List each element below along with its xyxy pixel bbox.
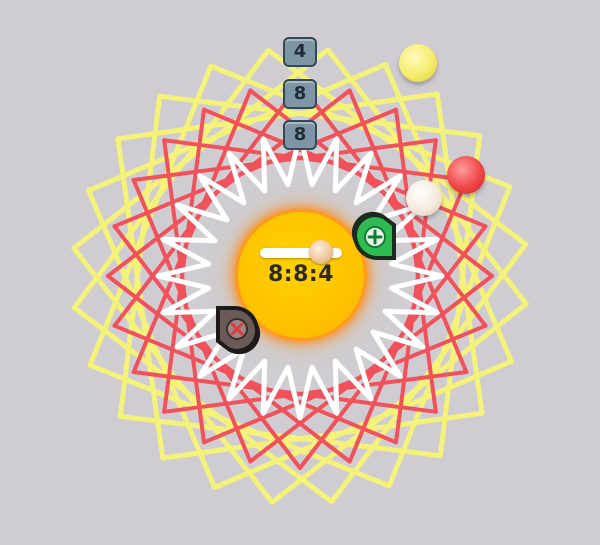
red-star-line bbox=[112, 82, 302, 328]
ratio-slider-thumb[interactable] bbox=[309, 240, 333, 264]
remove-gear-button[interactable] bbox=[210, 302, 264, 356]
ratio-slider-track[interactable] bbox=[260, 248, 342, 258]
red-star-line bbox=[162, 107, 206, 414]
white-planet-ball[interactable] bbox=[406, 180, 442, 216]
yellow-ring-square bbox=[71, 47, 529, 505]
red-star-line bbox=[298, 224, 488, 470]
red-star-line bbox=[347, 178, 469, 464]
gear-counter-2[interactable]: 8 bbox=[283, 79, 317, 109]
outer-square-rings bbox=[71, 47, 529, 505]
red-star-line bbox=[202, 323, 488, 445]
yellow-ring-square bbox=[117, 93, 483, 459]
yellow-ring-square bbox=[87, 63, 513, 489]
red-star-line bbox=[162, 138, 469, 182]
sun-hub bbox=[238, 212, 364, 338]
red-star-line bbox=[112, 224, 302, 470]
red-star-line bbox=[112, 107, 398, 229]
gear-counter-3[interactable]: 8 bbox=[283, 120, 317, 150]
red-planet-ball[interactable] bbox=[447, 156, 485, 194]
red-star-line bbox=[162, 370, 469, 414]
cross-icon bbox=[226, 318, 248, 340]
yellow-planet-ball[interactable] bbox=[399, 44, 437, 82]
plus-icon bbox=[364, 226, 386, 248]
red-star-line bbox=[347, 88, 469, 374]
red-star-line bbox=[131, 178, 253, 464]
red-star-line bbox=[112, 323, 398, 445]
red-star-line bbox=[106, 274, 352, 464]
red-star-line bbox=[131, 138, 438, 182]
red-star-line bbox=[394, 107, 438, 414]
red-star-line bbox=[162, 138, 206, 445]
red-star-line bbox=[248, 274, 494, 464]
red-star-line bbox=[298, 82, 488, 328]
gear-ratio-label: 8:8:4 bbox=[267, 262, 335, 287]
yellow-ring-square bbox=[115, 91, 485, 461]
yellow-ring-square bbox=[86, 62, 514, 490]
red-star-line bbox=[131, 370, 438, 414]
yellow-ring-square bbox=[71, 47, 529, 505]
gear-counter-1[interactable]: 4 bbox=[283, 37, 317, 67]
red-star-line bbox=[131, 88, 253, 374]
add-gear-button[interactable] bbox=[348, 210, 402, 264]
